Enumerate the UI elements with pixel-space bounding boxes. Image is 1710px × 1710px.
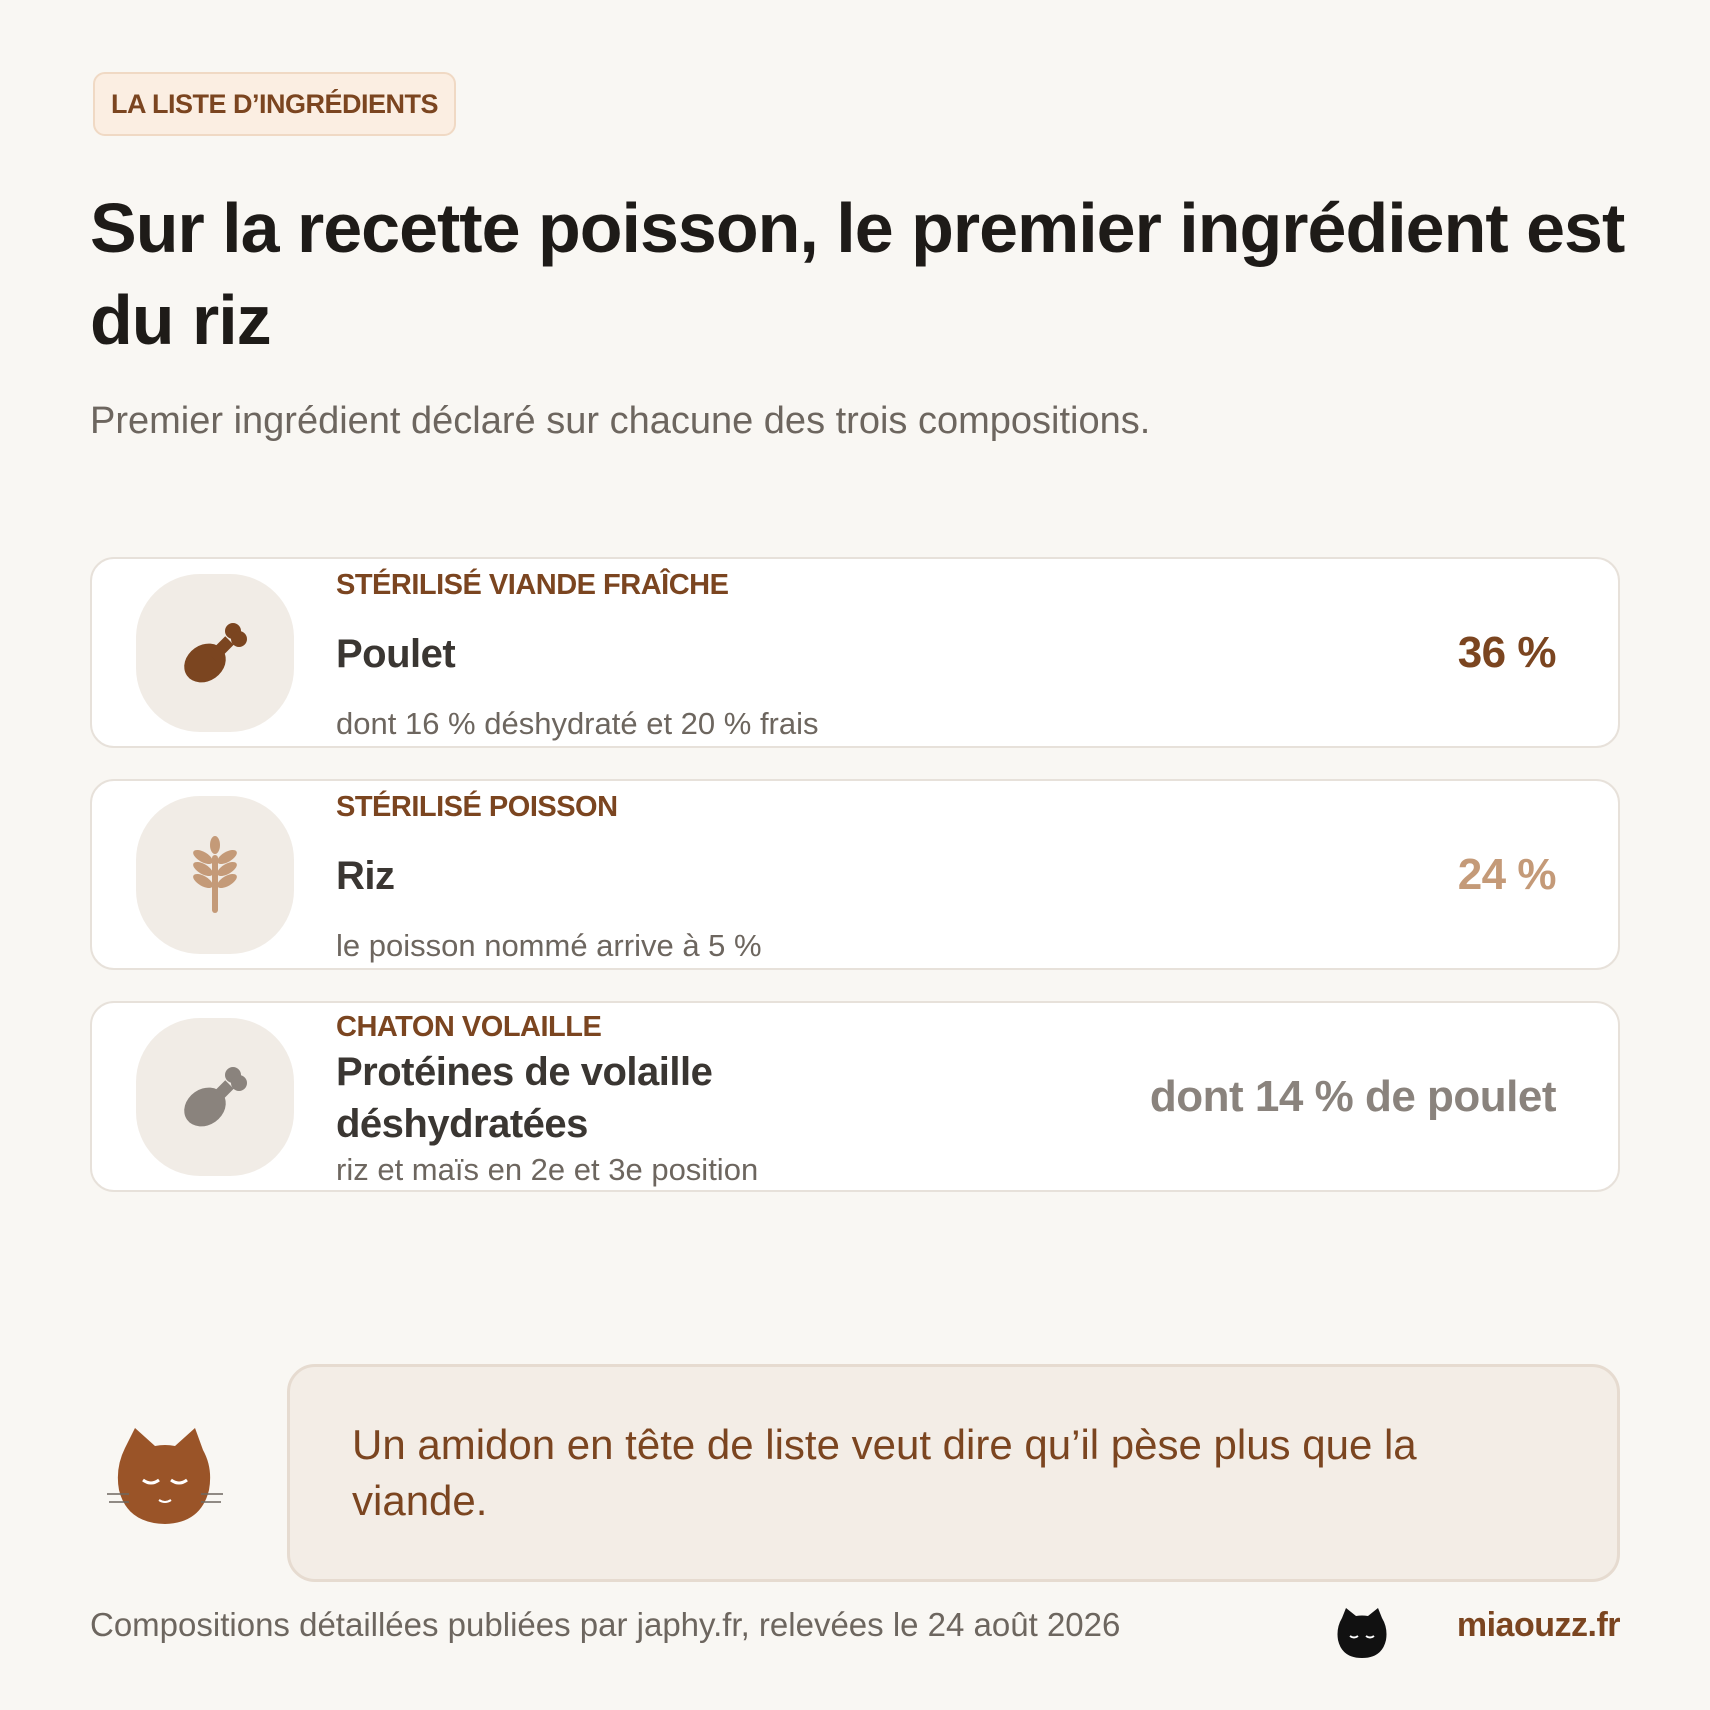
ingredient: Poulet: [336, 632, 456, 676]
value: 24 %: [1457, 849, 1557, 899]
text-column: CHATON VOLAILLE Protéines de volaille dé…: [336, 1011, 836, 1188]
callout: Un amidon en tête de liste veut dire qu’…: [287, 1364, 1620, 1582]
card: STÉRILISÉ VIANDE FRAÎCHE Poulet dont 16 …: [90, 557, 1620, 748]
badge: LA LISTE D’INGRÉDIENTS: [93, 72, 457, 136]
value: 36 %: [1457, 627, 1557, 677]
card: STÉRILISÉ POISSON Riz le poisson nommé a…: [90, 779, 1620, 970]
category: STÉRILISÉ VIANDE FRAÎCHE: [336, 569, 729, 601]
text-column: STÉRILISÉ VIANDE FRAÎCHE Poulet dont 16 …: [336, 569, 896, 742]
cat-mascot: [107, 1428, 223, 1524]
source: Compositions détaillées publiées par jap…: [90, 1606, 1121, 1643]
card: CHATON VOLAILLE Protéines de volaille dé…: [90, 1001, 1620, 1192]
wheat-icon: [193, 836, 237, 913]
title: Sur la recette poisson, le premier ingré…: [90, 189, 1625, 359]
category: STÉRILISÉ POISSON: [336, 791, 618, 823]
icon: [136, 574, 294, 732]
brand-logo: [1337, 1608, 1387, 1658]
ingredient: Riz: [336, 854, 395, 898]
subtitle: Premier ingrédient déclaré sur chacune d…: [90, 400, 1151, 442]
drumstick-icon: [184, 623, 247, 683]
ingredient: Protéines de volaille déshydratées: [336, 1050, 713, 1146]
detail: dont 16 % déshydraté et 20 % frais: [336, 706, 819, 741]
drumstick-icon: [184, 1067, 247, 1127]
icon: [136, 796, 294, 954]
value: dont 14 % de poulet: [1149, 1071, 1557, 1121]
detail: riz et maïs en 2e et 3e position: [336, 1152, 759, 1187]
text-column: STÉRILISÉ POISSON Riz le poisson nommé a…: [336, 791, 896, 964]
detail: le poisson nommé arrive à 5 %: [336, 928, 762, 963]
category: CHATON VOLAILLE: [336, 1011, 602, 1043]
brand: miaouzz.fr: [1456, 1606, 1621, 1644]
icon: [136, 1018, 294, 1176]
